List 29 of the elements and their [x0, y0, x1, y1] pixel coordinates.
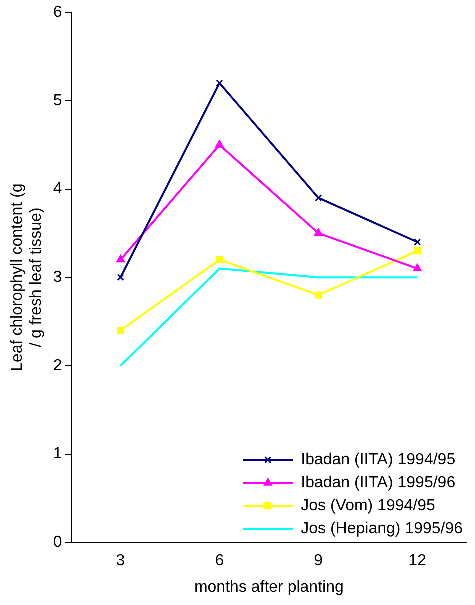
point — [116, 255, 125, 263]
point — [414, 248, 422, 255]
point — [315, 194, 322, 202]
x-axis-title: months after planting — [194, 578, 344, 596]
point — [117, 327, 124, 334]
legend-label: Jos (Hepiang) 1995/96 — [301, 520, 464, 538]
legend-label: Jos (Vom) 1994/95 — [301, 498, 436, 515]
y-tick-label: 0 — [53, 534, 62, 552]
point — [414, 238, 422, 246]
point — [215, 140, 224, 148]
x-tick-label: 9 — [314, 552, 324, 570]
y-tick-label: 2 — [53, 357, 62, 374]
y-tick-label: 6 — [53, 4, 62, 22]
point — [314, 228, 323, 236]
point — [117, 274, 124, 282]
x-tick-label: 6 — [215, 552, 224, 570]
point — [216, 256, 224, 264]
y-axis-title: Leaf chlorophyll content (g / g fresh leaf tissue) — [9, 184, 46, 372]
point — [315, 292, 322, 299]
legend-label: Ibadan (IITA) 1995/96 — [301, 474, 456, 492]
y-tick-label: 4 — [53, 180, 62, 198]
point — [216, 80, 224, 87]
x-tick-label: 12 — [408, 552, 427, 570]
y-tick-label: 1 — [53, 446, 62, 463]
y-tick-label: 5 — [53, 92, 62, 110]
point — [413, 264, 422, 272]
y-tick-label: 3 — [53, 269, 62, 286]
legend-label: Ibadan (IITA) 1994/95 — [301, 452, 456, 469]
x-tick-label: 3 — [116, 552, 126, 570]
